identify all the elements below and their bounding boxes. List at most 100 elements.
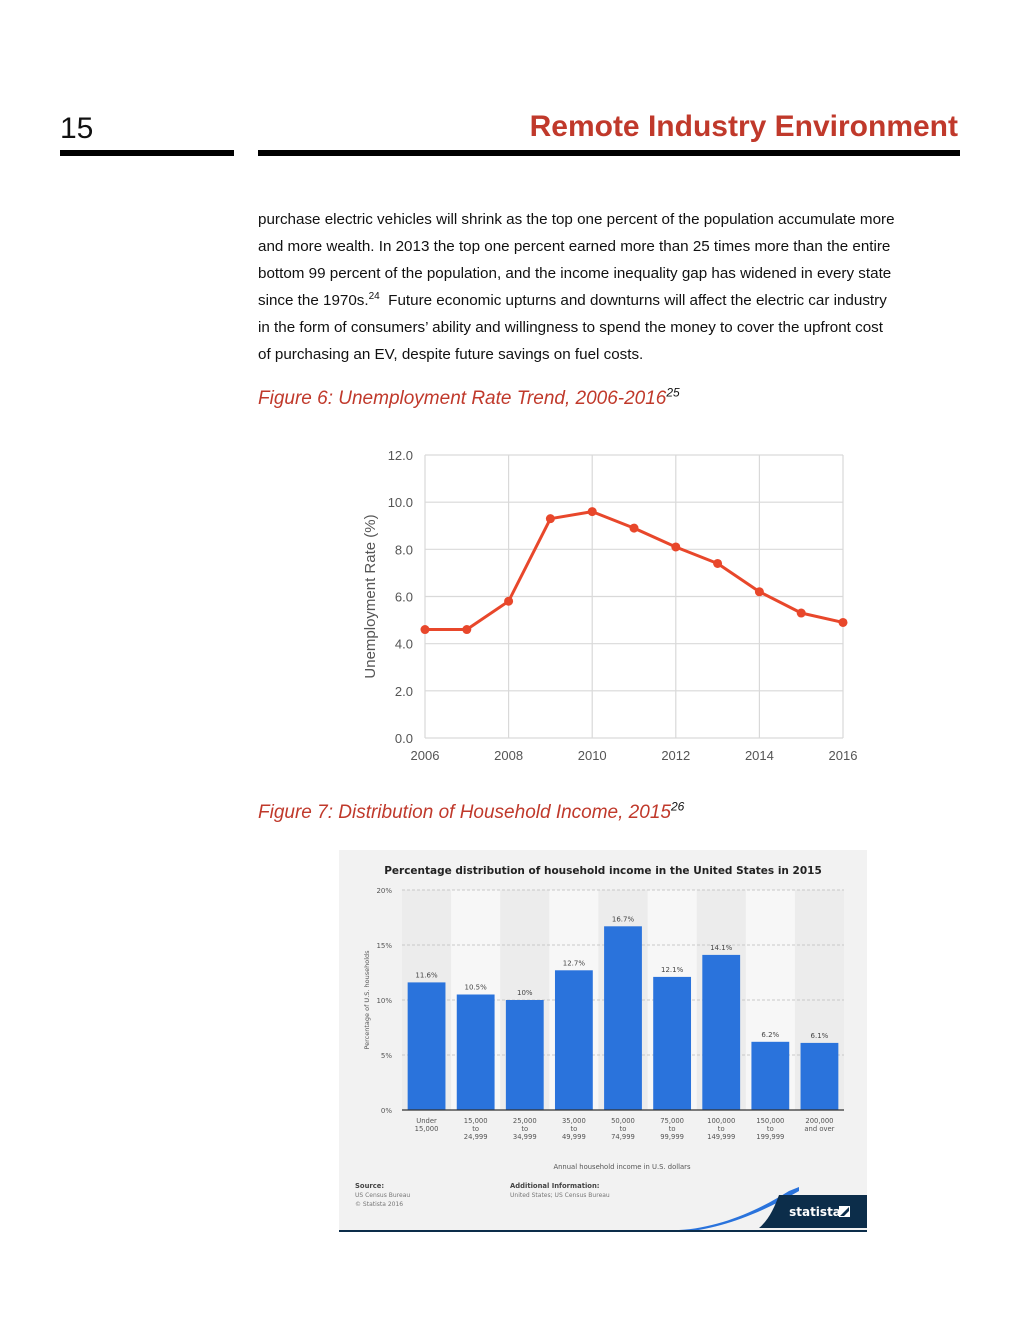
page-number: 15 — [60, 112, 94, 145]
x-tick-label: 2008 — [494, 748, 523, 763]
data-point — [587, 507, 597, 517]
x-tick-label: 25,000 — [513, 1117, 537, 1125]
data-point — [462, 625, 472, 635]
bar — [604, 926, 642, 1110]
x-tick-label: 199,999 — [756, 1133, 784, 1141]
data-point — [504, 596, 514, 606]
statista-logo-icon-mark — [840, 1207, 849, 1216]
y-axis-label: Percentage of U.S. households — [363, 950, 371, 1050]
y-tick-label: 4.0 — [395, 637, 413, 652]
info-title: Additional Information: — [510, 1182, 600, 1190]
x-tick-label: 2010 — [578, 748, 607, 763]
y-axis-label: Unemployment Rate (%) — [362, 514, 379, 678]
bar — [653, 976, 692, 1110]
y-tick-label: 6.0 — [395, 590, 413, 605]
x-tick-label: to — [669, 1125, 676, 1133]
source-line: US Census Bureau — [355, 1192, 410, 1199]
x-axis-label: Annual household income in U.S. dollars — [553, 1163, 691, 1171]
x-tick-label: Under — [416, 1117, 437, 1125]
x-tick-label: 74,999 — [611, 1133, 635, 1141]
x-tick-label: 150,000 — [756, 1117, 784, 1125]
statista-logo-text: statista — [789, 1205, 841, 1219]
data-point — [671, 542, 681, 552]
data-label: 6.1% — [811, 1032, 829, 1040]
figure-caption-text: Figure 7: Distribution of Household Inco… — [258, 802, 671, 823]
y-tick-label: 15% — [376, 942, 392, 950]
body-line: purchase electric vehicles will shrink a… — [258, 211, 895, 228]
body-line: in the form of consumers’ ability and wi… — [258, 319, 883, 336]
y-tick-label: 5% — [381, 1052, 392, 1060]
y-tick-label: 10% — [376, 997, 392, 1005]
source-title: Source: — [355, 1182, 384, 1190]
household-income-bar-chart: 0% 5% 10% 15% 20% Percentage distribution of … — [339, 850, 867, 1232]
x-tick-label: to — [767, 1125, 774, 1133]
x-tick-label: 75,000 — [660, 1117, 684, 1125]
x-tick-label: 49,999 — [562, 1133, 586, 1141]
body-paragraph: purchase electric vehicles will shrink a… — [258, 206, 963, 368]
x-tick-label: 50,000 — [611, 1117, 635, 1125]
page-title: Remote Industry Environment — [529, 110, 958, 143]
bar — [505, 1000, 544, 1110]
header-rule-left — [60, 150, 234, 156]
body-line: of purchasing an EV, despite future savi… — [258, 346, 644, 363]
header-rule-right — [258, 150, 960, 156]
data-point — [629, 523, 639, 533]
x-tick-label: 2014 — [745, 748, 774, 763]
body-line: since the 1970s.24 Future economic uptur… — [258, 287, 963, 314]
body-line: bottom 99 percent of the population, and… — [258, 265, 892, 282]
figure-caption-text: Figure 6: Unemployment Rate Trend, 2006-… — [258, 388, 667, 409]
y-tick-label: 12.0 — [388, 448, 413, 463]
x-tick-label: to — [472, 1125, 479, 1133]
data-point — [545, 514, 555, 524]
x-tick-label: 15,000 — [415, 1125, 439, 1133]
figure-caption: Figure 6: Unemployment Rate Trend, 2006-… — [258, 385, 680, 410]
data-label: 6.2% — [761, 1031, 779, 1039]
data-label: 11.6% — [415, 971, 438, 979]
data-point — [713, 558, 723, 568]
x-tick-label: 34,999 — [513, 1133, 537, 1141]
bar — [407, 982, 446, 1110]
bar — [751, 1041, 790, 1110]
y-tick-label: 20% — [376, 887, 392, 895]
x-tick-label: 149,999 — [707, 1133, 735, 1141]
body-text-span: since the 1970s. — [258, 292, 369, 309]
data-label: 16.7% — [612, 915, 635, 923]
source-line: © Statista 2016 — [355, 1201, 403, 1208]
data-point — [838, 617, 848, 627]
footnote-ref: 25 — [666, 385, 680, 400]
bar — [456, 994, 495, 1110]
x-tick-label: and over — [804, 1125, 834, 1133]
data-label: 12.7% — [563, 959, 586, 967]
statista-brand-bar — [759, 1195, 867, 1228]
data-label: 10% — [517, 989, 533, 997]
x-tick-label: 24,999 — [464, 1133, 488, 1141]
data-point — [796, 608, 806, 618]
y-tick-label: 2.0 — [395, 684, 413, 699]
data-point — [420, 625, 430, 635]
data-label: 10.5% — [465, 984, 488, 992]
bar — [554, 970, 593, 1110]
chart-title: Percentage distribution of household inc… — [384, 865, 822, 877]
y-tick-label: 0% — [381, 1107, 392, 1115]
body-text-span: Future economic upturns and downturns wi… — [379, 292, 887, 309]
y-tick-label: 10.0 — [388, 495, 413, 510]
x-tick-label: 35,000 — [562, 1117, 586, 1125]
unemployment-line-chart: 0.0 2.0 4.0 6.0 8.0 10.0 12.0 2006 2008 2010 2012 2… — [362, 448, 858, 763]
info-line: United States; US Census Bureau — [510, 1192, 610, 1199]
x-tick-label: to — [570, 1125, 577, 1133]
x-tick-label: 2006 — [411, 748, 440, 763]
x-tick-label: 2012 — [661, 748, 690, 763]
x-tick-label: 200,000 — [805, 1117, 833, 1125]
data-label: 12.1% — [661, 966, 684, 974]
x-tick-label: 2016 — [829, 748, 858, 763]
x-tick-label: 15,000 — [464, 1117, 488, 1125]
y-tick-label: 0.0 — [395, 731, 413, 746]
figure-caption: Figure 7: Distribution of Household Inco… — [258, 801, 684, 824]
x-tick-label: 100,000 — [707, 1117, 735, 1125]
y-tick-label: 8.0 — [395, 542, 413, 557]
data-point — [754, 587, 764, 597]
x-tick-label: 99,999 — [660, 1133, 684, 1141]
x-tick-label: to — [718, 1125, 725, 1133]
bar — [702, 954, 741, 1110]
footnote-ref: 24 — [368, 290, 380, 302]
